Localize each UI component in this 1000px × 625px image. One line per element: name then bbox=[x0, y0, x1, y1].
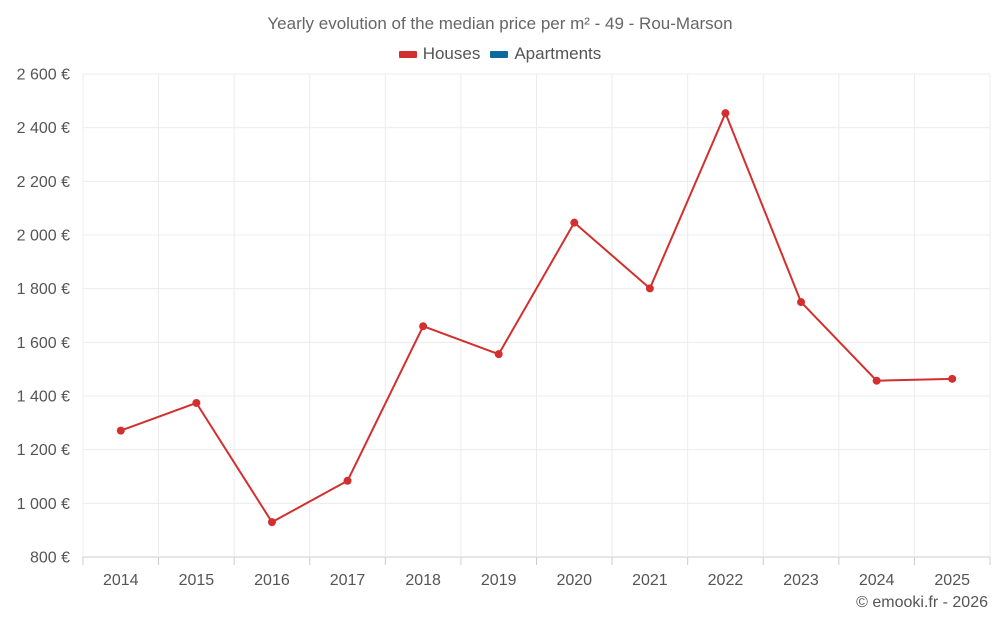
data-point-houses-2021[interactable] bbox=[645, 284, 654, 293]
series-line-houses bbox=[120, 112, 953, 524]
y-tick-label: 800 € bbox=[30, 550, 70, 567]
x-tick-label: 2019 bbox=[481, 572, 517, 589]
legend-label-apartments: Apartments bbox=[514, 44, 602, 63]
y-tick-label: 1 000 € bbox=[17, 496, 70, 513]
chart-title: Yearly evolution of the median price per… bbox=[267, 14, 733, 33]
x-tick-label: 2020 bbox=[556, 572, 592, 589]
y-tick-label: 2 200 € bbox=[17, 174, 70, 191]
data-point-houses-2019[interactable] bbox=[494, 350, 503, 359]
legend-label-houses: Houses bbox=[422, 44, 481, 63]
legend-item-houses[interactable]: Houses bbox=[398, 44, 481, 64]
x-tick-label: 2015 bbox=[179, 572, 215, 589]
y-tick-label: 2 000 € bbox=[17, 228, 70, 245]
x-tick-label: 2018 bbox=[405, 572, 441, 589]
legend-swatch-apartments bbox=[490, 50, 509, 58]
data-point-houses-2016[interactable] bbox=[267, 518, 276, 527]
x-tick-label: 2023 bbox=[783, 572, 819, 589]
x-tick-label: 2021 bbox=[632, 572, 668, 589]
x-tick-label: 2022 bbox=[708, 572, 744, 589]
data-point-houses-2024[interactable] bbox=[872, 376, 881, 385]
y-tick-label: 2 400 € bbox=[17, 120, 70, 137]
y-tick-label: 1 200 € bbox=[17, 442, 70, 459]
data-point-houses-2023[interactable] bbox=[797, 298, 806, 307]
data-point-houses-2017[interactable] bbox=[343, 476, 352, 485]
x-tick-label: 2014 bbox=[103, 572, 139, 589]
data-point-houses-2025[interactable] bbox=[948, 374, 957, 383]
legend-item-apartments[interactable]: Apartments bbox=[490, 44, 601, 64]
y-tick-label: 2 600 € bbox=[17, 67, 70, 84]
data-point-houses-2018[interactable] bbox=[419, 322, 428, 331]
data-point-houses-2020[interactable] bbox=[570, 218, 579, 227]
data-point-houses-2014[interactable] bbox=[116, 426, 125, 435]
data-point-houses-2015[interactable] bbox=[192, 398, 201, 407]
legend: Houses Apartments bbox=[0, 44, 1000, 64]
y-tick-label: 1 800 € bbox=[17, 281, 70, 298]
y-tick-label: 1 400 € bbox=[17, 389, 70, 406]
data-point-houses-2022[interactable] bbox=[721, 109, 730, 118]
x-tick-label: 2016 bbox=[254, 572, 290, 589]
credit-text: © emooki.fr - 2026 bbox=[856, 594, 988, 611]
x-tick-label: 2024 bbox=[859, 572, 895, 589]
x-tick-label: 2025 bbox=[934, 572, 970, 589]
y-tick-label: 1 600 € bbox=[17, 335, 70, 352]
legend-swatch-houses bbox=[398, 50, 417, 58]
x-tick-label: 2017 bbox=[330, 572, 366, 589]
